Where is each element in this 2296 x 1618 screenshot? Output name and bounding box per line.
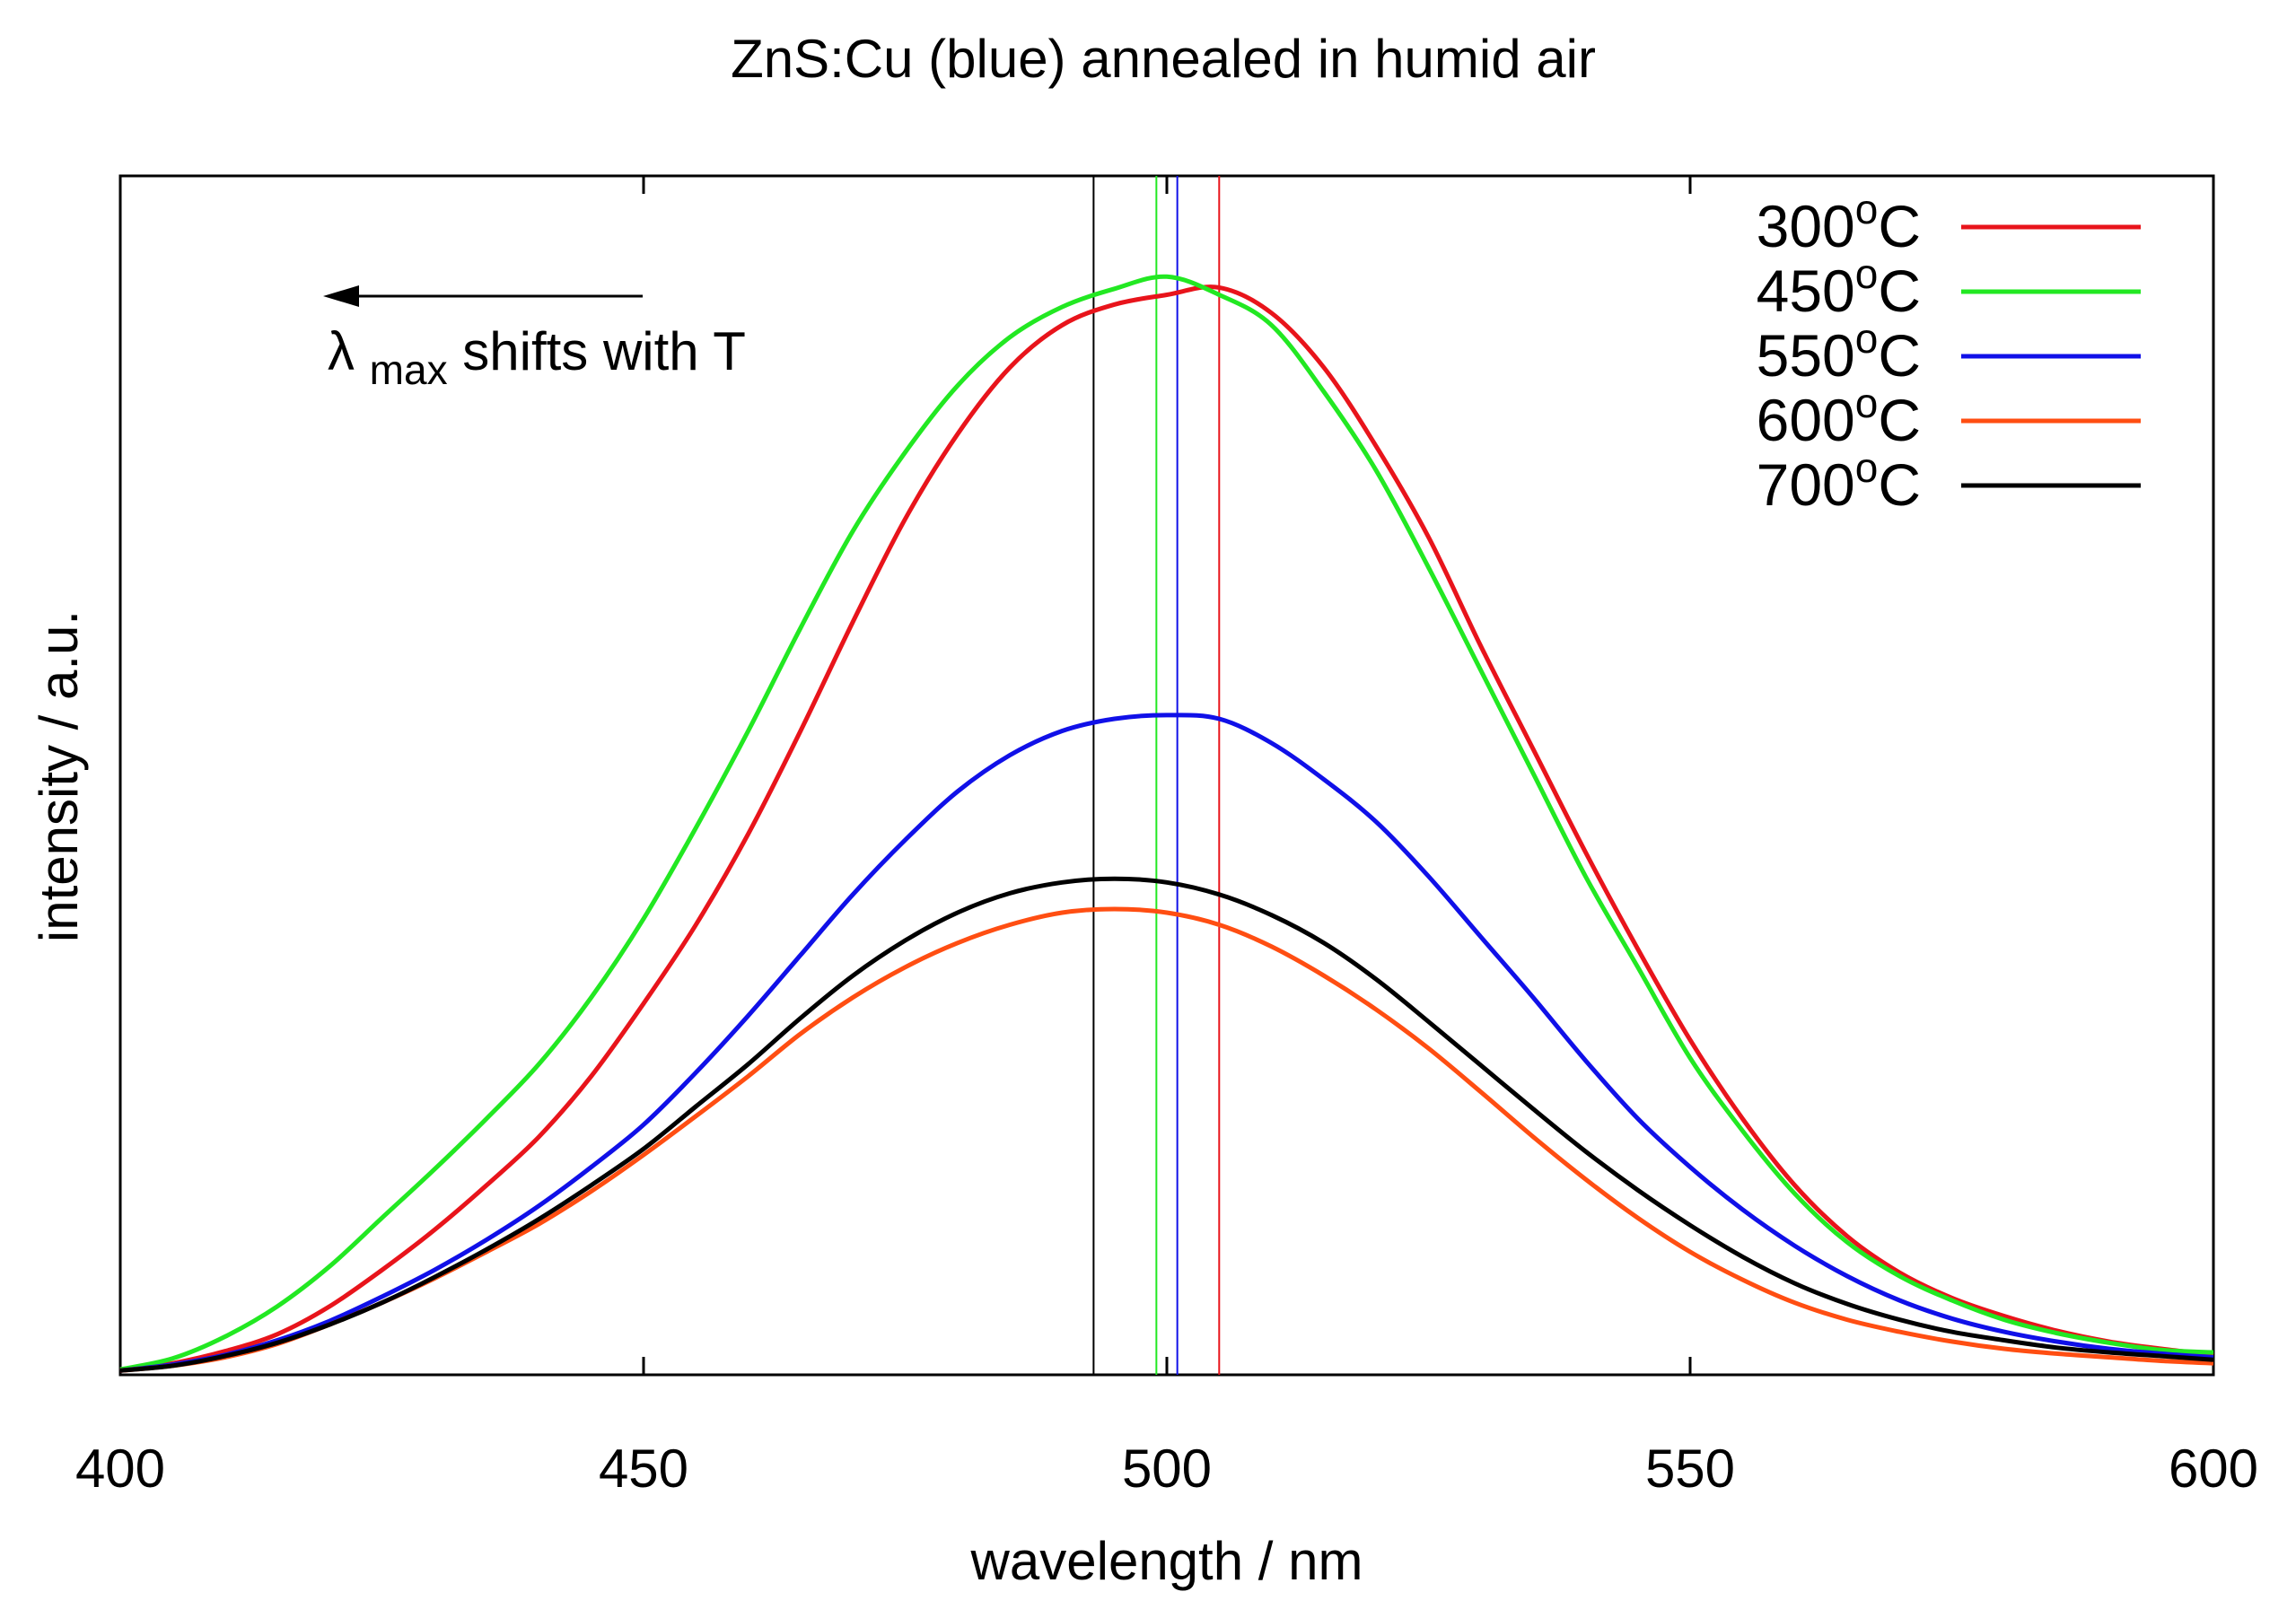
annotation-caption: shifts with T <box>462 321 746 381</box>
legend-label-700: 700oC <box>1757 444 1921 518</box>
x-tick-label: 450 <box>599 1439 688 1499</box>
x-axis-ticks: 400 450 500 550 600 <box>75 176 2258 1499</box>
y-axis-label: intensity / a.u. <box>29 610 89 942</box>
legend-label-450: 450oC <box>1757 250 1921 324</box>
annotation-arrowhead <box>323 285 359 307</box>
x-tick-label: 600 <box>2169 1439 2258 1499</box>
series-lines <box>119 274 2214 1373</box>
series-line-450 <box>119 274 2214 1372</box>
legend-label-300: 300oC <box>1757 186 1921 259</box>
series-line-550 <box>119 713 2214 1373</box>
x-axis-label: wavelength / nm <box>970 1531 1363 1591</box>
series-line-300 <box>119 284 2214 1373</box>
x-tick-label: 550 <box>1645 1439 1735 1499</box>
annotation-text: λ max shifts with T <box>328 321 746 396</box>
legend-label-600: 600oC <box>1757 380 1921 453</box>
chart-title: ZnS:Cu (blue) annealed in humid air <box>731 29 1596 89</box>
peak-markers <box>1092 176 1221 1375</box>
x-tick-label: 500 <box>1122 1439 1212 1499</box>
lambda-symbol: λ <box>328 321 355 381</box>
lambda-subscript: max <box>370 346 448 393</box>
annotation: λ max shifts with T <box>323 285 746 396</box>
x-tick-label: 400 <box>75 1439 165 1499</box>
legend-label-550: 550oC <box>1757 315 1921 389</box>
series-line-700 <box>119 876 2214 1373</box>
